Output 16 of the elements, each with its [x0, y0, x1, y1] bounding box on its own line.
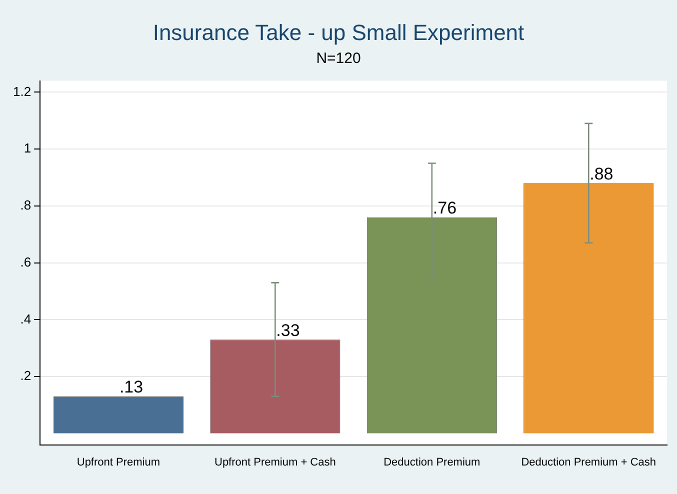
x-tick-label: Upfront Premium + Cash — [214, 456, 336, 468]
y-tick-label: .4 — [20, 311, 32, 326]
data-label: .13 — [119, 378, 144, 397]
y-tick-label: 1.2 — [12, 84, 32, 99]
y-tick-label: 1 — [24, 140, 32, 156]
x-tick-label: Deduction Premium + Cash — [521, 456, 656, 468]
y-tick-label: .6 — [20, 254, 32, 270]
x-tick-label: Deduction Premium — [384, 456, 480, 468]
data-label: .33 — [276, 320, 300, 340]
data-label: .88 — [590, 164, 614, 184]
y-tick-label: .8 — [20, 198, 32, 213]
chart-title: Insurance Take - up Small Experiment — [152, 20, 526, 46]
chart-subtitle: N=120 — [315, 50, 362, 67]
y-tick-label: .2 — [20, 368, 32, 384]
data-label: .76 — [432, 198, 457, 218]
x-tick-label: Upfront Premium — [76, 456, 160, 468]
